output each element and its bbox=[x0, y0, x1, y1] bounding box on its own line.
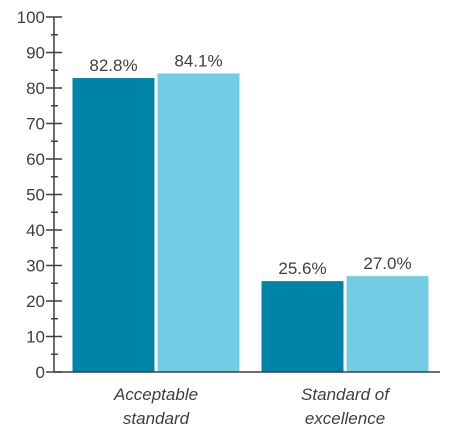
y-tick-label: 60 bbox=[26, 150, 45, 169]
y-tick-label: 20 bbox=[26, 292, 45, 311]
bars bbox=[72, 73, 429, 372]
y-tick-label: 50 bbox=[26, 186, 45, 205]
x-category-label-line: Acceptable bbox=[113, 385, 198, 404]
bar-data-label: 25.6% bbox=[278, 259, 326, 278]
x-category-label: Standard of excellence bbox=[301, 385, 391, 428]
y-tick-label: 70 bbox=[26, 115, 45, 134]
bar bbox=[72, 78, 155, 372]
bar-data-label: 82.8% bbox=[89, 56, 137, 75]
y-axis: 0 10 20 30 40 50 60 70 80 90 100 bbox=[17, 8, 62, 382]
x-axis: Acceptable standard Standard of excellence bbox=[54, 371, 440, 428]
y-tick-label: 10 bbox=[26, 328, 45, 347]
y-tick-label: 0 bbox=[36, 363, 45, 382]
y-tick-label: 80 bbox=[26, 79, 45, 98]
y-tick-label: 90 bbox=[26, 44, 45, 63]
bar-data-label: 84.1% bbox=[174, 51, 222, 70]
bar-data-label: 27.0% bbox=[363, 254, 411, 273]
x-category-label: Acceptable standard bbox=[113, 385, 198, 428]
x-category-label-line: Standard of bbox=[301, 385, 391, 404]
y-tick-label: 30 bbox=[26, 257, 45, 276]
x-category-label-line: excellence bbox=[305, 409, 385, 428]
data-labels: 82.8% 25.6% 84.1% 27.0% bbox=[89, 51, 411, 278]
bar bbox=[346, 276, 429, 372]
y-tick-label: 100 bbox=[17, 8, 45, 27]
x-category-label-line: standard bbox=[123, 409, 190, 428]
y-tick-label: 40 bbox=[26, 221, 45, 240]
bar bbox=[261, 281, 344, 372]
bar bbox=[157, 73, 240, 372]
